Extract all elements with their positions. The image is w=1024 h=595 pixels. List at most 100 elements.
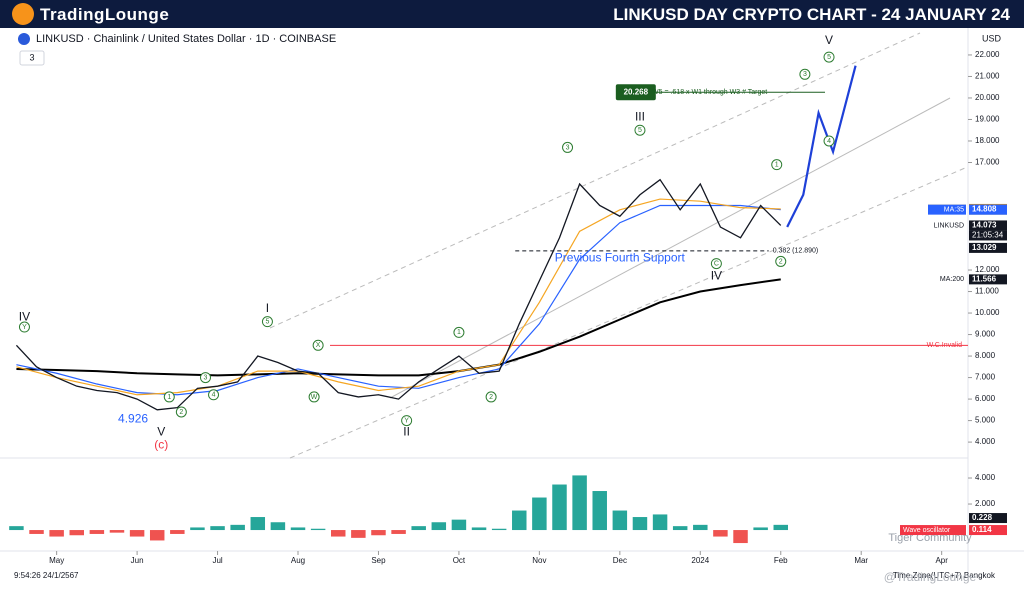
- osc-bar: [753, 527, 768, 531]
- wave-circle: [401, 415, 413, 427]
- wave-label: 1: [775, 161, 779, 168]
- osc-bar: [552, 484, 567, 531]
- wave-label: 5: [827, 54, 831, 61]
- wave-circle: [453, 326, 465, 338]
- symbol: LINKUSD · Chainlink / United States Doll…: [36, 33, 336, 45]
- wave-circle: [18, 321, 30, 333]
- osc-bar: [431, 522, 447, 531]
- osc-bar: [773, 524, 788, 531]
- x-tick-label: Apr: [935, 556, 948, 565]
- wave-label: Previous Fourth Support: [555, 250, 686, 264]
- osc-bar: [351, 530, 366, 538]
- wave-label: 2: [489, 394, 493, 401]
- x-tick-label: 2024: [691, 556, 709, 565]
- wave-label: 5: [265, 318, 269, 325]
- osc-bar: [693, 524, 708, 531]
- moving-average: [16, 204, 781, 396]
- symbol-icon: [18, 33, 30, 45]
- wave-label: 2: [179, 409, 183, 416]
- currency: USD: [982, 33, 1002, 43]
- channel-line: [389, 97, 951, 399]
- wave-label: 4: [212, 392, 216, 399]
- osc-bar: [89, 530, 105, 534]
- osc-bar: [672, 526, 688, 531]
- osc-bar: [532, 497, 547, 531]
- osc-bar: [170, 530, 185, 534]
- label-name: MA:35: [944, 206, 964, 213]
- wave-circle: [163, 391, 175, 403]
- wave-circle: [199, 372, 211, 384]
- countdown: 21:05:34: [972, 231, 1004, 240]
- x-tick-label: Jul: [212, 556, 222, 565]
- osc-bar: [451, 519, 467, 531]
- osc-tag-label: 0.114: [972, 525, 992, 534]
- price-tag: [969, 220, 1007, 231]
- wave-label: 4.926: [118, 412, 148, 426]
- logo-icon: [12, 3, 34, 25]
- y-tick-label: 18.000: [975, 136, 1000, 145]
- y-tick-label: 4.000: [975, 473, 996, 482]
- x-tick-label: Aug: [291, 556, 305, 565]
- header-bar: TradingLounge LINKUSD DAY CRYPTO CHART -…: [0, 0, 1024, 28]
- y-tick-label: 11.000: [975, 287, 999, 296]
- osc-name-tag: [900, 525, 966, 536]
- wave-label: V: [157, 425, 165, 439]
- y-tick-label: 4.000: [975, 437, 996, 446]
- osc-bar: [109, 530, 125, 533]
- osc-bar: [210, 526, 225, 531]
- osc-bar: [491, 528, 507, 531]
- wave-label: II: [403, 425, 410, 439]
- y-tick-label: 9.000: [975, 330, 996, 339]
- x-tick-label: Jun: [131, 556, 144, 565]
- x-tick-label: May: [49, 556, 64, 565]
- wave-label: Y: [404, 417, 409, 424]
- wave-label: V: [825, 33, 833, 47]
- y-tick-label: 2.000: [975, 499, 996, 508]
- osc-bar: [9, 526, 24, 531]
- osc-bar: [512, 510, 527, 531]
- wave-label: C: [714, 260, 719, 267]
- osc-tag-label: 0.228: [972, 513, 993, 522]
- y-tick-label: 10.000: [975, 308, 1000, 317]
- osc-bar: [29, 530, 44, 534]
- osc-bar: [149, 530, 165, 541]
- channel-line: [269, 32, 921, 329]
- label-name: MA:200: [940, 276, 964, 283]
- wave-label: 5: [638, 127, 642, 134]
- target-value: 20.268: [624, 87, 649, 96]
- x-tick-label: Sep: [371, 556, 386, 565]
- label-tag: [928, 274, 966, 285]
- osc-bar: [471, 527, 487, 531]
- channel-line: [289, 167, 966, 459]
- target-box: [615, 84, 656, 101]
- price-tag-label: 14.808: [972, 205, 997, 214]
- y-tick-label: 20.000: [975, 93, 1000, 102]
- price-tag: [969, 204, 1007, 215]
- wave-label: W: [311, 394, 318, 401]
- wave-circle: [485, 391, 497, 403]
- osc-name: Wave oscillator: [903, 527, 951, 534]
- wave-circle: [261, 316, 273, 328]
- label-tag: [928, 220, 966, 231]
- wave-label: 1: [457, 329, 461, 336]
- osc-bar: [652, 514, 668, 531]
- label-tag: [928, 204, 966, 215]
- price-tag: [969, 274, 1007, 285]
- indicator-box: [19, 50, 45, 66]
- osc-bar: [230, 524, 245, 531]
- wave-label: 2: [779, 258, 783, 265]
- y-tick-label: 5.000: [975, 416, 996, 425]
- wave-circle: [823, 51, 835, 63]
- osc-bar: [391, 530, 406, 534]
- level-label: W.C.Invalid: [927, 342, 963, 349]
- wave-circle: [823, 135, 835, 147]
- osc-bar: [612, 510, 628, 531]
- target-text: W5 = .618 x W1 through W3 # Target: [652, 89, 767, 96]
- timezone: Time Zone(UTC+7) Bangkok: [893, 571, 996, 580]
- osc-bar: [733, 530, 748, 544]
- wave-label: 3: [803, 71, 807, 78]
- osc-bar: [592, 491, 607, 531]
- osc-bar: [190, 527, 205, 531]
- wave-circle: [710, 258, 722, 270]
